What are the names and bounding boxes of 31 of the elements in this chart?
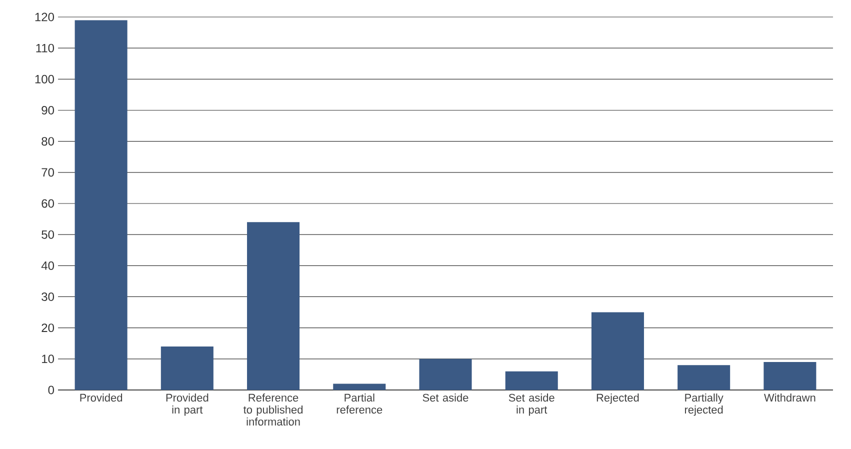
x-tick-label: Partially rejected [684,394,724,416]
y-tick-label: 120 [35,12,54,22]
y-tick-label: 110 [36,44,54,52]
y-tick-label: 100 [35,74,54,84]
bar [74,20,128,390]
y-tick-label: 70 [42,168,54,177]
y-tick-label: 50 [42,230,54,239]
y-tick-label: 40 [41,261,54,270]
x-tick-label: Provided in part [166,394,208,416]
bar [333,384,386,390]
y-tick-label: 30 [42,292,54,301]
x-tick-label: Set aside in part [508,394,554,416]
bar [678,365,730,390]
x-tick-label: Reference to published information [243,394,303,426]
x-tick-label: Withdrawn [764,394,816,402]
bar [591,312,644,390]
x-tick-label: Rejected [596,394,639,404]
x-tick-label: Set aside [422,394,468,402]
bar [160,346,214,390]
y-tick-label: 80 [42,137,54,146]
x-tick-label: Provided [80,394,122,402]
y-tick-label: 20 [42,324,54,332]
y-tick-label: 0 [48,386,54,394]
y-tick-label: 60 [42,199,54,208]
y-tick-label: 90 [42,106,54,114]
bar [505,371,558,390]
bar [764,362,816,390]
x-tick-label: Partial reference [336,394,382,414]
bar [419,358,472,390]
bar [247,222,300,390]
y-tick-label: 10 [42,354,54,364]
